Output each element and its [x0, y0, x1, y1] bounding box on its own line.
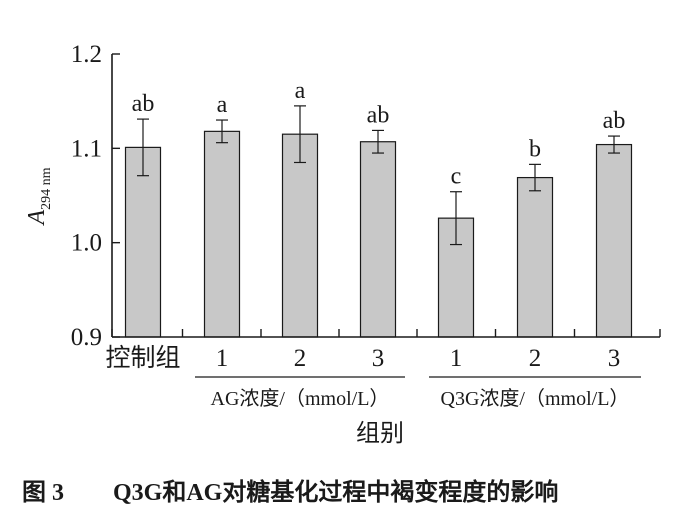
significance-label: ab: [367, 102, 390, 128]
y-tick-label: 1.1: [71, 135, 102, 162]
significance-label: c: [451, 164, 462, 190]
category-label: 3: [608, 345, 621, 372]
bar: [595, 143, 633, 338]
y-tick-label: 1.0: [71, 230, 102, 257]
figure-caption-number: 图 3: [22, 479, 64, 506]
category-label: 控制组: [105, 344, 180, 372]
bar: [124, 146, 162, 338]
significance-label: a: [217, 92, 228, 118]
significance-label: ab: [603, 108, 626, 134]
category-label: 3: [372, 345, 385, 372]
figure-caption-text: Q3G和AG对糖基化过程中褐变程度的影响: [113, 478, 558, 506]
significance-label: b: [529, 136, 541, 162]
category-label: 1: [216, 345, 229, 372]
y-tick-label: 0.9: [71, 324, 102, 351]
category-label: 1: [450, 345, 463, 372]
group-label: Q3G浓度/（mmol/L）: [441, 387, 630, 410]
x-axis-label: 组别: [356, 420, 404, 447]
bar: [203, 130, 241, 338]
significance-label: a: [295, 78, 306, 104]
y-axis-label-subscript: 294 nm: [39, 167, 54, 210]
bar: [281, 133, 319, 338]
bar: [359, 141, 397, 338]
y-axis-label: A294 nm: [24, 167, 54, 226]
category-label: 2: [529, 345, 542, 372]
significance-label: ab: [132, 91, 155, 117]
y-axis-label-main: A: [24, 210, 50, 227]
y-tick-label: 1.2: [71, 41, 102, 68]
category-label: 2: [294, 345, 307, 372]
group-label: AG浓度/（mmol/L）: [211, 387, 390, 410]
bar: [516, 176, 554, 338]
